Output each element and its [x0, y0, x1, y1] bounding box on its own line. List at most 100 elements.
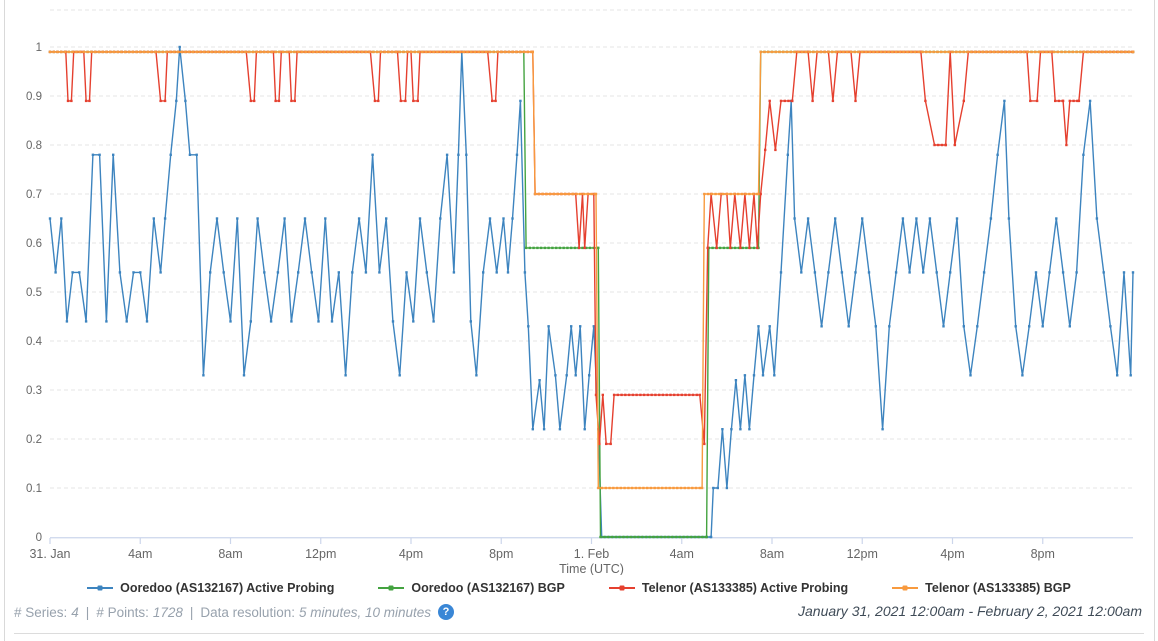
series-marker [91, 153, 95, 156]
series-marker [655, 535, 659, 539]
series-marker [71, 50, 74, 54]
series-marker [786, 153, 789, 156]
series-marker [764, 148, 767, 152]
series-marker [274, 50, 277, 54]
series-marker [176, 50, 180, 54]
series-marker [710, 192, 713, 196]
series-marker [360, 50, 364, 54]
series-marker [191, 50, 195, 54]
x-axis-tick-label: 8pm [1031, 547, 1055, 561]
series-marker [256, 217, 259, 220]
series-marker [1129, 374, 1132, 377]
series-marker [558, 246, 562, 250]
series-marker [608, 486, 611, 490]
chart-area[interactable]: 0 0.1 0.2 0.3 0.4 0.5 0.6 0.7 0.8 0.9 1 31. Jan 4am 8… [0, 0, 1158, 576]
series-marker [1034, 271, 1038, 274]
series-marker [1109, 325, 1112, 328]
series-marker [93, 50, 97, 54]
series-marker [253, 99, 256, 103]
series-marker [778, 50, 781, 54]
timeseries-chart[interactable]: 0 0.1 0.2 0.3 0.4 0.5 0.6 0.7 0.8 0.9 1 31. Jan 4am 8… [0, 0, 1158, 576]
series-marker [424, 50, 428, 54]
series-marker [1003, 99, 1006, 103]
series-marker [1122, 271, 1126, 274]
series-marker [943, 50, 947, 54]
series-marker [579, 325, 582, 328]
series-marker [135, 50, 138, 54]
y-axis-tick-label: 1 [36, 42, 42, 54]
series-marker [409, 50, 413, 54]
series-marker [921, 50, 924, 54]
series-marker [524, 246, 528, 250]
series-marker [304, 50, 307, 54]
series-marker [1003, 50, 1007, 54]
series-marker [638, 486, 641, 490]
legend-item[interactable]: Ooredoo (AS132167) Active Probing [87, 581, 334, 595]
series-marker [542, 428, 546, 431]
card-right-border [1154, 0, 1155, 641]
series-marker [337, 271, 340, 274]
series-marker [752, 192, 755, 196]
series-marker [588, 374, 591, 377]
series-marker [658, 393, 661, 397]
help-icon[interactable]: ? [438, 604, 455, 620]
x-axis-tick-label: 4pm [399, 547, 423, 561]
series-marker [452, 271, 456, 274]
series-marker [698, 393, 701, 397]
series-marker [573, 246, 577, 250]
series-marker [684, 393, 687, 397]
series-marker [1067, 50, 1071, 54]
series-marker [619, 486, 622, 490]
series-marker [806, 217, 810, 220]
series-marker [969, 374, 972, 377]
series-marker [297, 50, 300, 54]
series-marker [475, 374, 478, 377]
series-marker [75, 50, 78, 54]
series-marker [683, 486, 686, 490]
legend-item[interactable]: Ooredoo (AS132167) BGP [378, 581, 565, 595]
series-marker [48, 50, 52, 54]
series-marker [519, 99, 522, 103]
series-marker [1090, 50, 1093, 54]
series-marker [944, 143, 947, 147]
series-marker [482, 271, 485, 274]
series-marker [351, 271, 354, 274]
series-marker [538, 379, 541, 382]
x-axis-tick-label: 12pm [847, 547, 878, 561]
series-marker [933, 143, 936, 147]
legend-item[interactable]: Telenor (AS133385) BGP [892, 581, 1071, 595]
series-marker [906, 50, 909, 54]
series-marker [492, 50, 495, 54]
series-marker [673, 393, 676, 397]
y-axis-tick-label: 0.7 [26, 189, 42, 201]
series-marker [853, 50, 856, 54]
series-marker [861, 217, 864, 220]
series-marker [631, 393, 635, 397]
series-marker [652, 535, 655, 539]
series-marker [202, 374, 205, 377]
series-marker [793, 217, 796, 220]
series-marker [867, 271, 871, 274]
series-marker [496, 50, 499, 54]
series-marker [394, 50, 398, 54]
series-marker [831, 99, 835, 103]
series-marker [98, 153, 101, 156]
series-marker [657, 486, 660, 490]
legend-item[interactable]: Telenor (AS133385) Active Probing [608, 581, 848, 595]
series-marker [621, 535, 625, 539]
series-marker [244, 50, 247, 54]
series-marker [759, 50, 762, 54]
legend-series-marker-icon [608, 585, 635, 591]
series-marker [663, 535, 666, 539]
series-marker [203, 50, 206, 54]
series-marker [300, 50, 304, 54]
series-marker [755, 192, 759, 196]
series-marker [495, 271, 498, 274]
resolution-label: Data resolution: [200, 604, 295, 620]
series-marker [1088, 99, 1092, 103]
series-marker [556, 192, 559, 196]
series-marker [1028, 325, 1031, 328]
series-marker [989, 217, 993, 220]
series-marker [274, 99, 277, 103]
series-marker [334, 50, 337, 54]
